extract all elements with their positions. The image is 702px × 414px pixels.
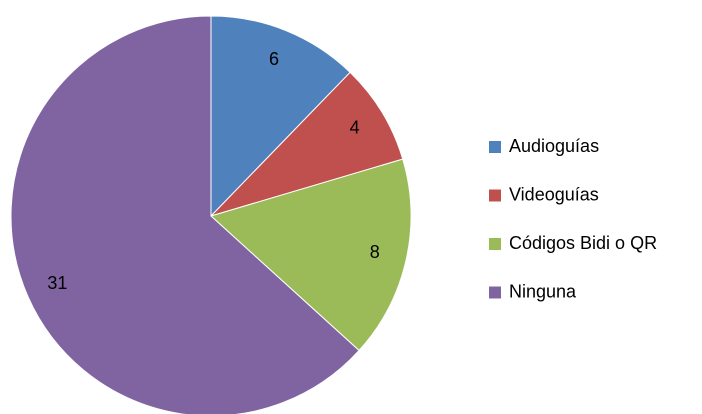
legend-swatch	[489, 238, 501, 250]
pie-slice	[210, 158, 412, 352]
legend-swatch	[489, 286, 501, 299]
legend-label: Videoguías	[509, 184, 599, 204]
pie-slice	[210, 15, 351, 218]
legend-swatch	[489, 189, 501, 202]
legend-label: Audioguías	[509, 136, 599, 156]
data-label: 4	[350, 118, 360, 138]
data-label: 8	[370, 242, 380, 262]
data-label: 31	[47, 273, 67, 293]
pie-slice	[209, 71, 404, 218]
legend-swatch	[489, 141, 501, 153]
data-label: 6	[269, 49, 279, 69]
legend-label: Ninguna	[509, 281, 577, 301]
legend-label: Códigos Bidi o QR	[509, 233, 657, 253]
pie-slice	[10, 15, 360, 414]
